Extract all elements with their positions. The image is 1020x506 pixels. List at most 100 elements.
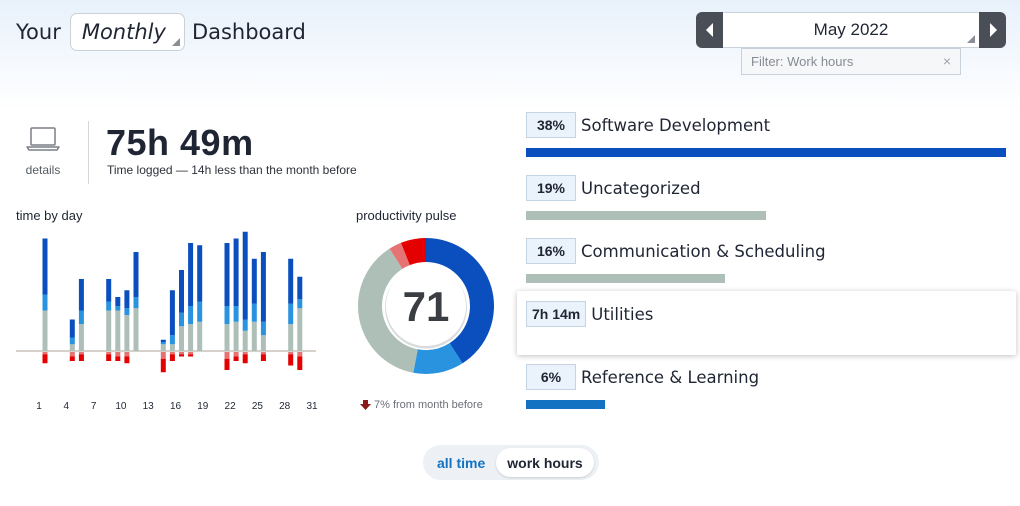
pulse-slice-very-distracting[interactable] [400,238,426,266]
day-bar-segment[interactable] [124,356,130,364]
day-bar-segment[interactable] [251,321,257,351]
day-bar-segment[interactable] [297,308,303,351]
day-bar-segment[interactable] [106,352,112,355]
day-bar-segment[interactable] [133,252,139,297]
day-bar-segment[interactable] [115,356,121,362]
filter-input[interactable]: Filter: Work hours × [741,48,961,75]
day-bar-segment[interactable] [197,245,203,302]
day-bar-segment[interactable] [260,354,266,361]
day-bar-segment[interactable] [124,315,130,351]
day-bar-segment[interactable] [242,354,248,364]
day-bar-segment[interactable] [69,352,75,357]
day-bar-segment[interactable] [42,310,48,352]
day-bar-segment[interactable] [78,310,84,325]
day-bar-segment[interactable] [260,335,266,351]
day-bar-segment[interactable] [106,279,112,302]
day-bar-segment[interactable] [188,352,194,355]
period-select[interactable]: Monthly [69,13,185,51]
day-bar-segment[interactable] [242,352,248,355]
day-bar-segment[interactable] [297,299,303,309]
day-bar-segment[interactable] [124,308,130,315]
day-bar-segment[interactable] [179,326,184,351]
details-button[interactable]: details [16,126,70,177]
day-bar-segment[interactable] [260,252,266,322]
day-bar-segment[interactable] [188,243,194,306]
day-bar-segment[interactable] [288,352,294,355]
category-item[interactable]: 38% Software Development [526,112,1006,157]
category-item[interactable]: 6% Reference & Learning [526,364,1006,409]
day-bar-segment[interactable] [160,352,166,359]
day-bar-segment[interactable] [288,258,294,304]
day-bar-segment[interactable] [197,301,203,322]
day-bar-segment[interactable] [297,352,303,357]
day-bar-segment[interactable] [242,231,248,320]
day-bar-segment[interactable] [233,306,239,322]
pulse-slice-distracting[interactable] [389,242,410,269]
day-bar-segment[interactable] [224,243,230,306]
day-bar-segment[interactable] [115,297,121,306]
day-bar-segment[interactable] [78,354,84,361]
pulse-slice-very-productive[interactable] [426,238,494,364]
previous-month-button[interactable] [696,12,723,48]
day-bar-segment[interactable] [288,354,294,366]
day-bar-segment[interactable] [188,324,194,351]
all-time-option[interactable]: all time [437,454,486,471]
day-bar-segment[interactable] [224,324,230,351]
day-bar-segment[interactable] [78,279,84,311]
day-bar-segment[interactable] [124,290,130,309]
day-bar-segment[interactable] [233,352,239,357]
day-bar-segment[interactable] [288,324,294,351]
day-bar-segment[interactable] [224,306,230,324]
day-bar-segment[interactable] [42,294,48,311]
day-bar-segment[interactable] [133,297,139,309]
category-item[interactable]: 19% Uncategorized [526,175,1006,220]
day-bar-segment[interactable] [42,238,48,295]
category-item[interactable]: 16% Communication & Scheduling [526,238,1006,283]
day-bar-segment[interactable] [169,290,175,336]
day-bar-segment[interactable] [106,310,112,352]
day-bar-segment[interactable] [115,310,121,352]
work-hours-option[interactable]: work hours [496,448,594,477]
day-bar-segment[interactable] [251,258,257,304]
day-bar-segment[interactable] [188,354,194,357]
day-bar-segment[interactable] [133,308,139,351]
day-bar-segment[interactable] [260,352,266,355]
day-bar-segment[interactable] [115,352,121,357]
day-bar-segment[interactable] [124,352,130,357]
day-bar-segment[interactable] [179,270,184,313]
pulse-slice-productive[interactable] [413,343,463,374]
day-bar-segment[interactable] [242,330,248,351]
day-bar-segment[interactable] [179,312,184,327]
next-month-button[interactable] [979,12,1006,48]
day-bar-segment[interactable] [242,319,248,331]
day-bar-segment[interactable] [106,301,112,311]
day-bar-segment[interactable] [224,352,230,359]
day-bar-segment[interactable] [106,354,112,361]
day-bar-segment[interactable] [224,358,230,370]
day-bar-segment[interactable] [78,352,84,355]
day-bar-segment[interactable] [42,354,48,364]
productivity-pulse-chart[interactable]: 71 [356,236,496,376]
day-bar-segment[interactable] [160,344,166,351]
pulse-slice-neutral[interactable] [358,248,418,373]
day-bar-segment[interactable] [78,324,84,351]
day-bar-segment[interactable] [188,306,194,324]
day-bar-segment[interactable] [251,303,257,322]
day-bar-segment[interactable] [297,276,303,300]
day-bar-segment[interactable] [160,342,166,345]
day-bar-segment[interactable] [288,303,294,324]
day-bar-segment[interactable] [197,321,203,351]
day-bar-segment[interactable] [179,352,184,355]
category-item[interactable]: 7h 14m Utilities [526,301,1006,327]
day-bar-segment[interactable] [169,344,175,351]
day-bar-segment[interactable] [233,356,239,362]
month-select[interactable]: May 2022 [723,12,979,48]
day-bar-segment[interactable] [160,358,166,373]
day-bar-segment[interactable] [42,352,48,355]
day-bar-segment[interactable] [179,354,184,357]
day-bar-segment[interactable] [69,356,75,362]
day-bar-segment[interactable] [69,344,75,351]
day-bar-segment[interactable] [169,352,175,355]
day-bar-segment[interactable] [169,335,175,345]
day-bar-segment[interactable] [160,339,166,342]
